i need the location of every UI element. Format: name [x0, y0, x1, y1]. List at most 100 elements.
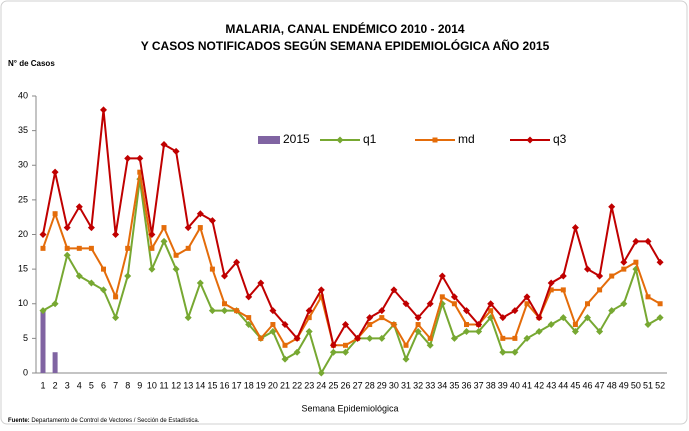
marker	[547, 279, 555, 287]
marker	[367, 322, 373, 328]
x-tick-label: 45	[570, 380, 580, 390]
marker	[100, 106, 107, 114]
marker	[511, 307, 519, 315]
x-tick-label: 46	[582, 380, 592, 390]
marker	[571, 327, 579, 335]
marker	[427, 335, 433, 341]
marker	[548, 287, 554, 293]
marker	[656, 258, 664, 266]
y-tick-label: 15	[18, 264, 28, 274]
marker	[234, 308, 240, 314]
marker	[426, 300, 434, 308]
marker	[644, 321, 652, 329]
marker	[161, 225, 167, 231]
marker	[196, 279, 204, 287]
marker	[559, 272, 567, 280]
marker	[524, 301, 530, 307]
x-tick-label: 6	[101, 380, 106, 390]
marker	[281, 355, 289, 363]
marker	[572, 322, 578, 328]
marker	[475, 321, 483, 329]
marker	[329, 348, 337, 356]
line	[42, 172, 661, 348]
marker	[450, 293, 458, 301]
marker	[597, 287, 603, 293]
x-tick-label: 43	[546, 380, 556, 390]
marker	[342, 348, 349, 356]
marker	[148, 265, 156, 273]
marker	[197, 225, 203, 231]
y-tick-label: 0	[23, 367, 28, 377]
source-label: Fuente:	[8, 418, 30, 424]
marker	[101, 266, 106, 272]
legend-label: q3	[553, 132, 567, 146]
x-tick-label: 16	[219, 380, 229, 390]
marker	[343, 342, 348, 348]
source-text: Departamento de Control de Vectores / Se…	[31, 418, 199, 424]
y-tick-label: 30	[18, 160, 28, 170]
marker	[221, 272, 228, 280]
marker	[184, 224, 192, 232]
x-tick-label: 2	[53, 380, 58, 390]
marker	[633, 259, 639, 265]
marker	[644, 237, 652, 245]
bar	[40, 310, 46, 373]
marker	[281, 321, 289, 329]
chart-subtitle: Y CASOS NOTIFICADOS SEGÚN SEMANA EPIDEMI…	[141, 38, 550, 53]
marker	[403, 342, 409, 348]
x-tick-label: 23	[304, 380, 314, 390]
marker	[305, 327, 313, 335]
x-tick-label: 4	[77, 380, 82, 390]
marker	[451, 301, 457, 307]
marker	[463, 327, 470, 335]
marker	[172, 147, 180, 155]
marker	[608, 203, 616, 211]
marker	[366, 334, 374, 342]
x-tick-label: 44	[558, 380, 568, 390]
marker	[75, 203, 83, 211]
x-tick-label: 10	[147, 380, 157, 390]
marker	[51, 300, 59, 308]
y-tick-label: 5	[23, 333, 28, 343]
x-tick-label: 14	[195, 380, 205, 390]
marker	[463, 307, 470, 315]
marker	[379, 315, 385, 321]
marker	[571, 224, 579, 232]
y-tick-label: 25	[18, 194, 28, 204]
x-axis-label: Semana Epidemiológica	[301, 403, 398, 413]
marker	[432, 137, 438, 143]
x-tick-label: 18	[244, 380, 254, 390]
marker	[208, 217, 216, 225]
x-tick-label: 50	[631, 380, 641, 390]
x-tick-label: 47	[595, 380, 605, 390]
marker	[511, 348, 519, 356]
marker	[293, 334, 301, 342]
marker	[378, 334, 386, 342]
x-tick-label: 8	[125, 380, 130, 390]
marker	[306, 315, 312, 321]
marker	[512, 335, 518, 341]
marker	[160, 140, 168, 148]
marker	[439, 294, 445, 300]
x-tick-label: 15	[207, 380, 217, 390]
source: Fuente: Departamento de Control de Vecto…	[8, 418, 200, 424]
marker	[535, 327, 543, 335]
marker	[609, 273, 615, 279]
marker	[269, 327, 277, 335]
marker	[258, 335, 264, 341]
marker	[257, 279, 265, 287]
marker	[657, 301, 663, 307]
marker	[88, 245, 94, 251]
y-tick-label: 20	[18, 229, 28, 239]
marker	[414, 314, 422, 322]
x-tick-label: 12	[171, 380, 181, 390]
x-tick-label: 19	[256, 380, 266, 390]
marker	[40, 245, 46, 251]
marker	[378, 307, 386, 315]
marker	[499, 348, 507, 356]
x-tick-label: 35	[449, 380, 459, 390]
marker	[160, 237, 168, 245]
marker	[318, 294, 324, 300]
bar	[52, 352, 58, 373]
x-tick-label: 20	[268, 380, 278, 390]
